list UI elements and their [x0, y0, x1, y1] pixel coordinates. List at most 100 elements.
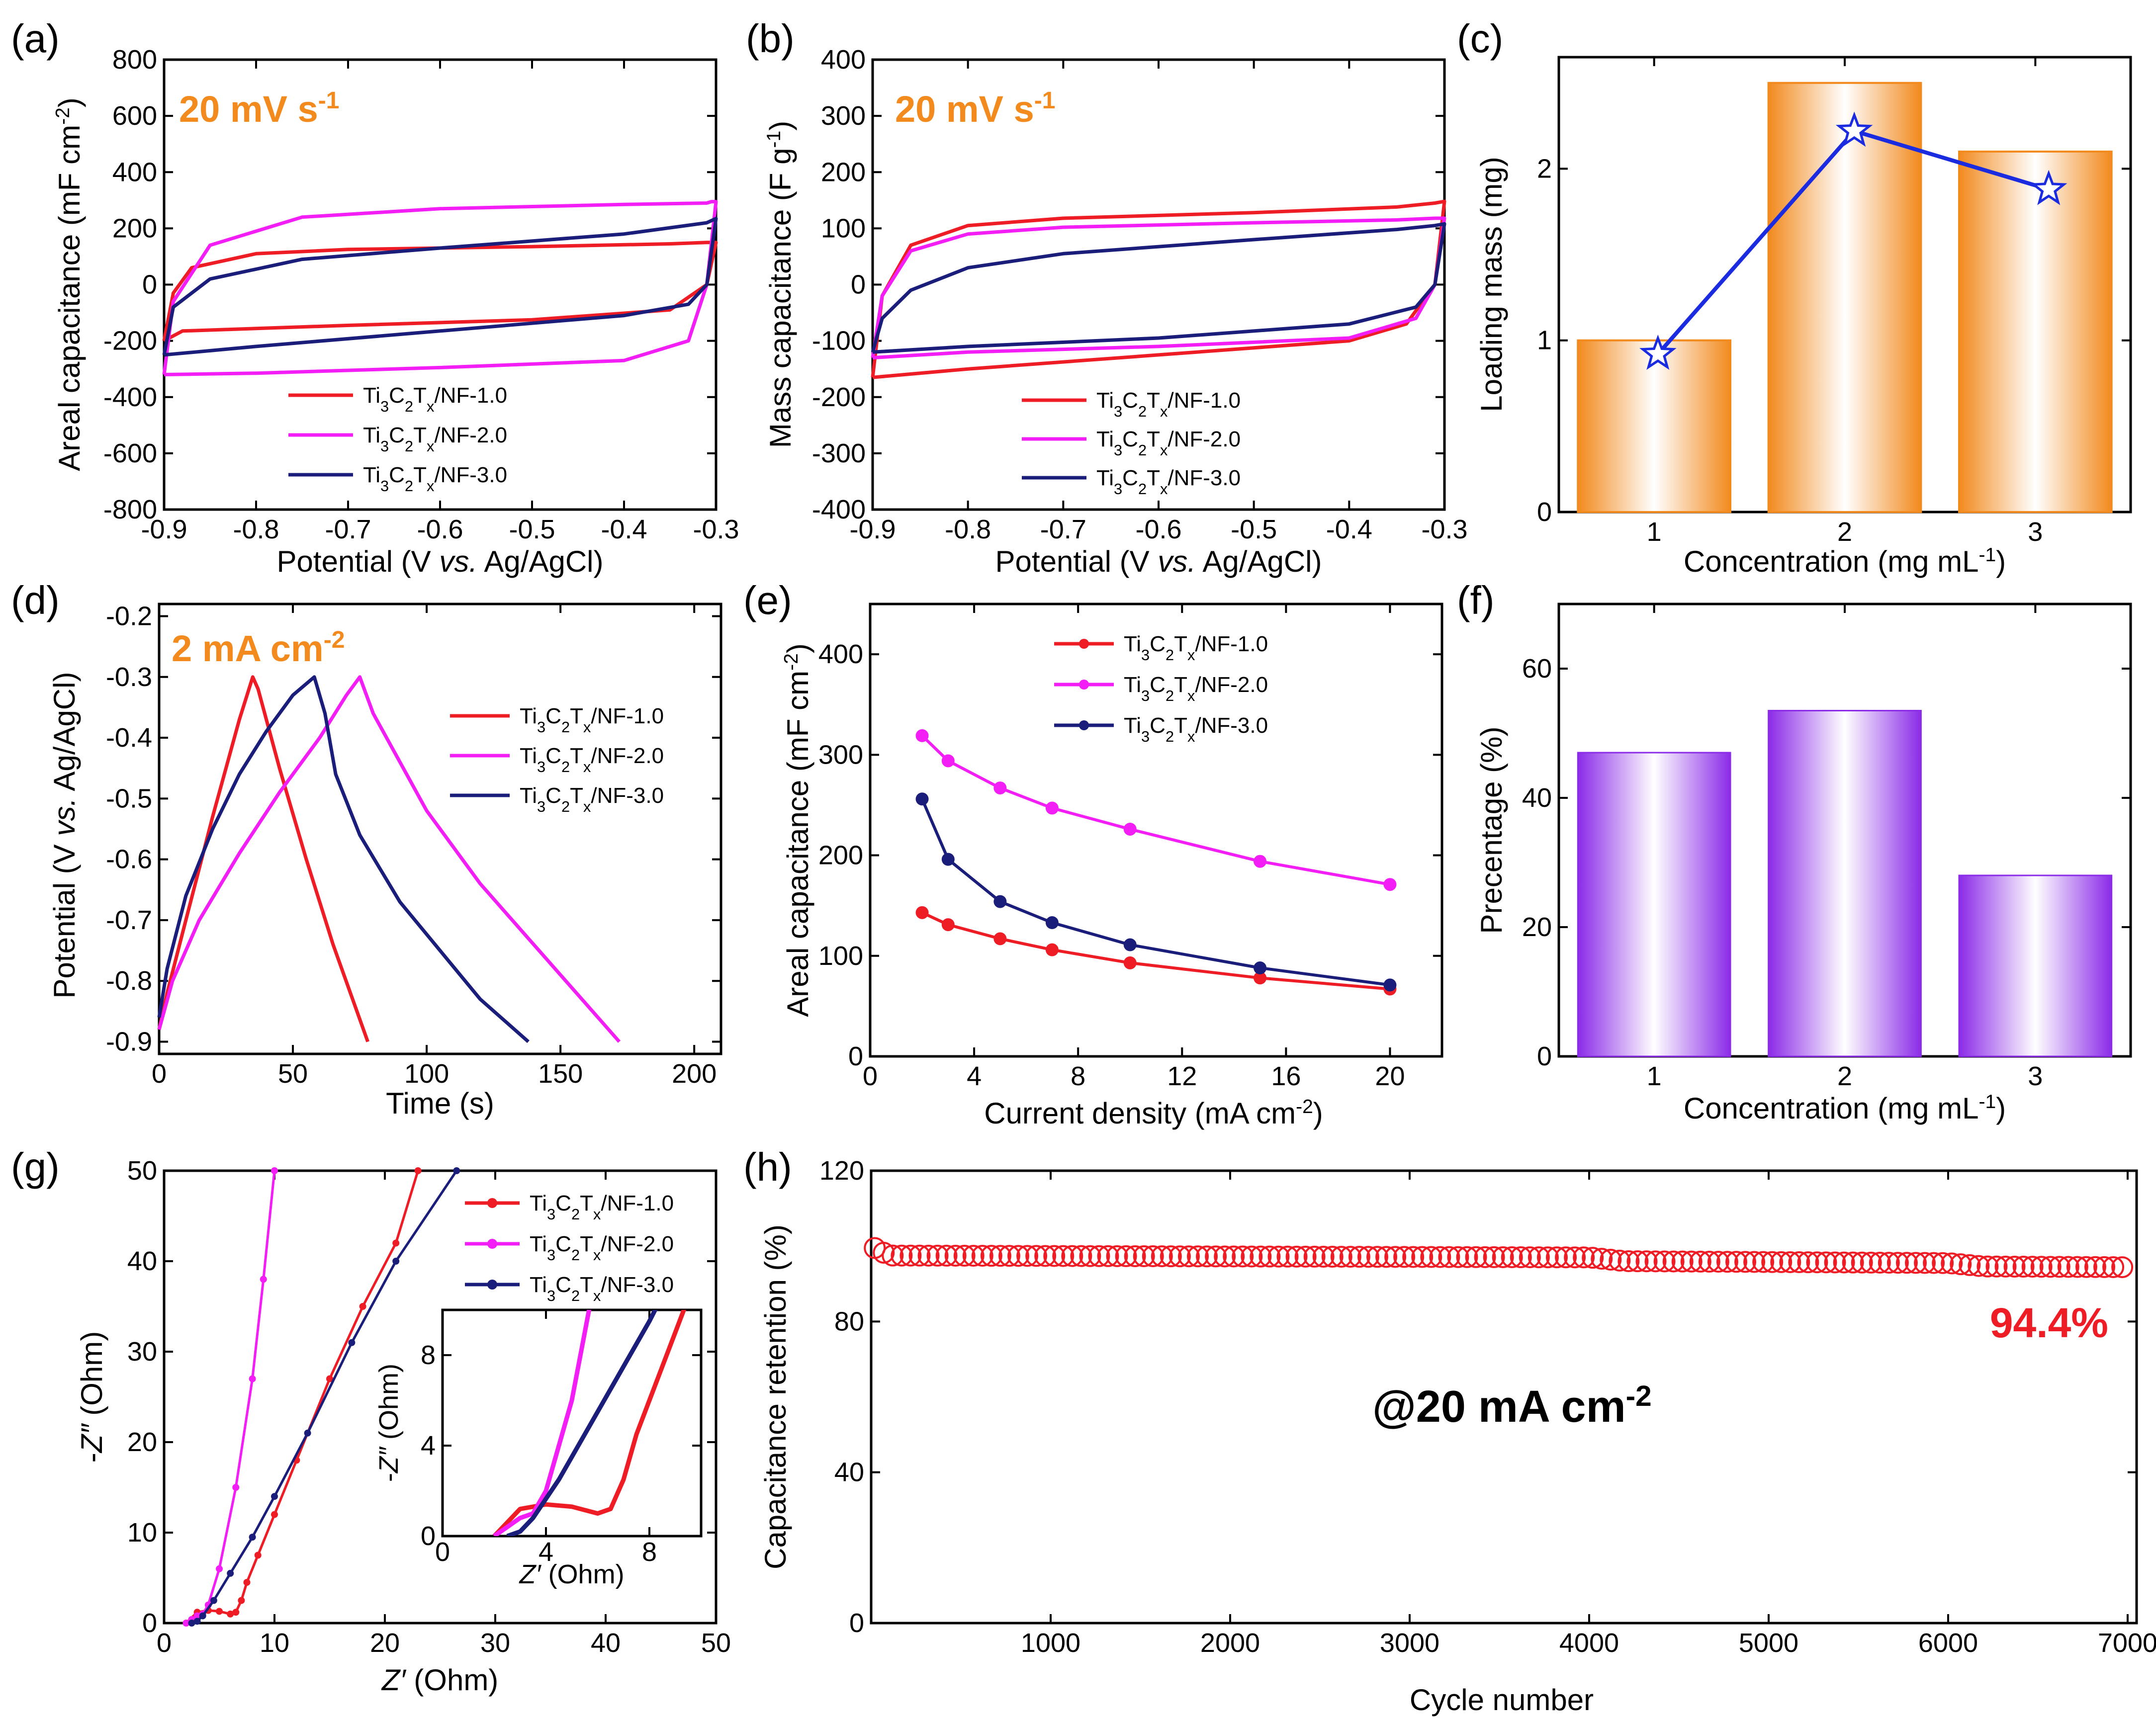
y-tick-label: 10	[127, 1518, 157, 1548]
retention-point	[2012, 1256, 2035, 1278]
retention-point	[1501, 1246, 1523, 1268]
retention-point	[962, 1245, 985, 1267]
retention-point	[1375, 1246, 1398, 1268]
y-tick-label: 30	[127, 1337, 157, 1367]
x-tick-label: 20	[1375, 1061, 1405, 1091]
x-tick-label: -0.7	[1040, 515, 1086, 544]
panel-label-a: (a)	[11, 16, 60, 61]
legend-label: Ti3C2Tx/NF-1.0	[520, 704, 664, 736]
panel-f: 1 2 3 0 20 40 60 Concentration (mg mL-1) Precent…	[1475, 603, 2132, 1125]
retention-point	[2048, 1256, 2070, 1278]
retention-point	[1258, 1245, 1281, 1268]
x-tick-label: 150	[538, 1059, 583, 1089]
x-tick-label: -0.9	[141, 515, 187, 544]
data-point	[232, 1609, 240, 1616]
inset-background	[443, 1310, 701, 1536]
y-tick-label: 0	[421, 1521, 436, 1551]
retention-point	[1536, 1246, 1559, 1269]
x-tick-label: 4000	[1559, 1628, 1619, 1658]
panel-h: 1000 2000 3000 4000 5000 6000 7000 0 40 80 120 94.4…	[759, 1156, 2156, 1717]
bar-2	[1768, 710, 1922, 1057]
x-tick-label: 10	[260, 1628, 289, 1658]
data-point	[199, 1612, 206, 1620]
retention-point	[1994, 1255, 2017, 1278]
data-point	[392, 1239, 400, 1247]
y-tick-label: 0	[1537, 1041, 1552, 1071]
retention-point	[1779, 1251, 1801, 1273]
retention-point	[1950, 1253, 1972, 1276]
retention-point	[1321, 1246, 1344, 1268]
y-tick-label: 20	[127, 1427, 157, 1457]
y-tick-label: 200	[112, 213, 157, 243]
retention-point	[1626, 1250, 1649, 1273]
y-tick-label: -200	[103, 326, 157, 356]
retention-point	[1070, 1245, 1092, 1267]
retention-point	[953, 1245, 976, 1267]
x-tick-label: 2	[1837, 1061, 1852, 1091]
retention-point	[1519, 1246, 1541, 1269]
retention-point	[1761, 1251, 1784, 1273]
legend-label: Ti3C2Tx/NF-2.0	[530, 1232, 674, 1264]
y-tick-label: -800	[103, 495, 157, 524]
data-point	[1123, 956, 1137, 969]
star-marker	[2030, 170, 2067, 205]
retention-point	[1752, 1251, 1775, 1273]
retention-point	[917, 1244, 940, 1267]
star-marker	[1639, 335, 1677, 370]
y-axis-label: Potential (V vs. Ag/AgCl)	[48, 672, 81, 999]
y-tick-label: 800	[112, 45, 157, 75]
annotation: @20 mA cm-2	[1372, 1380, 1652, 1432]
retention-value-label: 94.4%	[1990, 1299, 2108, 1346]
retention-point	[1716, 1251, 1738, 1273]
inset-series	[492, 1310, 687, 1536]
data-point	[271, 1493, 278, 1500]
data-point	[304, 1429, 311, 1437]
series-line	[920, 798, 1390, 987]
y-tick-label: -600	[103, 438, 157, 468]
data-point	[941, 754, 955, 768]
data-point	[227, 1610, 234, 1618]
retention-point	[1904, 1252, 1927, 1274]
y-axis-label: -Z″ (Ohm)	[75, 1331, 108, 1463]
retention-point	[2075, 1256, 2097, 1278]
x-tick-label: -0.3	[693, 515, 739, 544]
x-tick-label: 0	[863, 1061, 878, 1091]
data-point	[243, 1579, 251, 1586]
retention-point	[1555, 1246, 1577, 1269]
retention-point	[1429, 1246, 1451, 1268]
x-tick-label: 3000	[1380, 1628, 1439, 1658]
x-tick-label: 50	[278, 1059, 308, 1089]
retention-point	[1527, 1246, 1550, 1269]
retention-point	[1600, 1248, 1622, 1271]
x-tick-label: 3	[2028, 517, 2043, 547]
y-tick-label: 300	[818, 740, 863, 770]
retention-point	[989, 1245, 1011, 1267]
y-tick-label: 0	[1537, 497, 1552, 527]
y-tick-label: -200	[812, 382, 866, 412]
retention-point	[1420, 1246, 1442, 1268]
bar-1	[1577, 752, 1731, 1057]
data-point	[915, 729, 929, 742]
retention-point	[1177, 1245, 1200, 1268]
retention-point	[1160, 1245, 1182, 1268]
retention-point	[1941, 1252, 1963, 1275]
retention-point	[1959, 1254, 1981, 1276]
data-point	[193, 1612, 201, 1620]
y-tick-label: -0.2	[106, 601, 152, 631]
retention-point	[1788, 1251, 1810, 1274]
retention-point	[1662, 1250, 1685, 1273]
retention-point	[1034, 1245, 1057, 1267]
retention-point	[1456, 1246, 1478, 1268]
retention-point	[2021, 1256, 2044, 1278]
x-axis-label: Time (s)	[386, 1087, 494, 1120]
retention-point	[1770, 1251, 1793, 1273]
retention-point	[1976, 1255, 1999, 1278]
bar-1	[1577, 339, 1731, 513]
inset-frame	[441, 1308, 703, 1538]
x-tick-label: -0.4	[1326, 515, 1372, 544]
data-point	[1254, 961, 1267, 975]
data-point	[193, 1618, 201, 1625]
inset-x-axis-label: Z′ (Ohm)	[518, 1559, 624, 1589]
retention-point	[1250, 1245, 1272, 1268]
